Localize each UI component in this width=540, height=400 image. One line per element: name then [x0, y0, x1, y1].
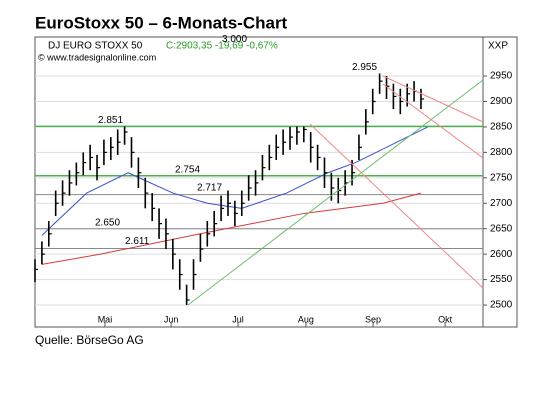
trend-line [187, 79, 484, 306]
source: Quelle: BörseGo AG [35, 333, 144, 347]
annotation: 3.000 [222, 34, 247, 45]
y-tick-label: 2500 [490, 300, 513, 311]
annotation: 2.851 [98, 115, 123, 126]
y-tick-label: 2550 [490, 274, 513, 285]
chart-title: EuroStoxx 50 – 6-Monats-Chart [35, 13, 288, 32]
instrument: DJ EURO STOXX 50 [48, 41, 143, 52]
x-tick-label: Mai [98, 314, 113, 324]
trend-line [382, 83, 484, 159]
x-tick-label: Jun [164, 314, 179, 324]
annotation: 2.754 [175, 164, 200, 175]
x-tick-label: Okt [438, 314, 453, 324]
annotation: 2.955 [352, 62, 377, 73]
x-tick-label: Aug [298, 314, 314, 324]
moving-average [41, 192, 422, 265]
y-tick-label: 2650 [490, 223, 513, 234]
axis-code: XXP [488, 41, 508, 52]
y-tick-label: 2950 [490, 71, 513, 82]
annotation: 2.717 [197, 182, 222, 193]
quote: C:2903,35 -19,69 -0,67% [166, 41, 278, 52]
y-tick-label: 2900 [490, 96, 513, 107]
plot-area: 2500 2550 2600 2650 2700 2750 2800 2850 2900 2950… [34, 34, 513, 327]
trend-line [309, 123, 484, 289]
y-tick-label: 2600 [490, 249, 513, 260]
x-tick-label: Sep [365, 314, 381, 324]
y-tick-label: 2700 [490, 198, 513, 209]
y-tick-label: 2850 [490, 122, 513, 133]
copyright: © www.tradesignalonline.com [38, 52, 156, 62]
y-tick-label: 2800 [490, 147, 513, 158]
x-tick-label: Jul [232, 314, 244, 324]
y-tick-label: 2750 [490, 172, 513, 183]
trend-line [382, 75, 484, 123]
annotation: 2.650 [95, 217, 120, 228]
chart-frame [34, 36, 518, 328]
annotation: 2.611 [125, 236, 150, 247]
